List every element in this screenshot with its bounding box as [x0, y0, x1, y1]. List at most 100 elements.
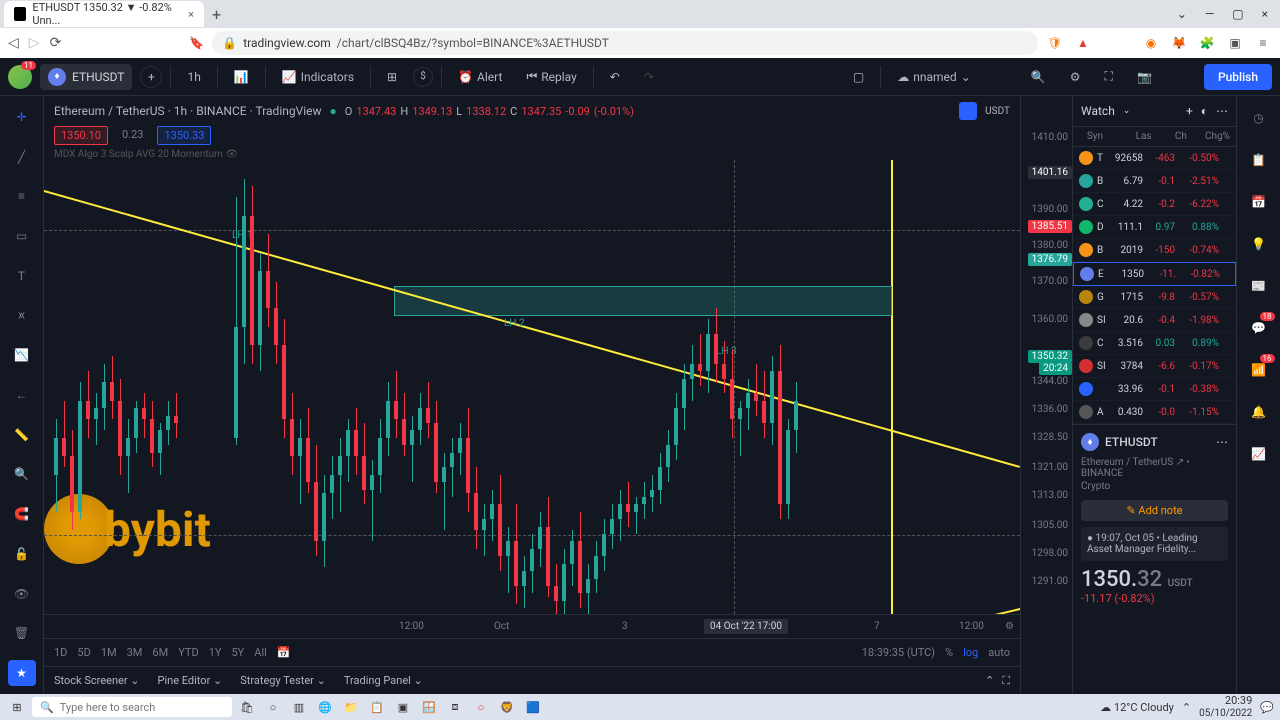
axis-settings-icon[interactable]: ⚙ — [1005, 621, 1014, 632]
watchlist-row[interactable]: B 2019 -150 -0.74% — [1073, 239, 1236, 262]
notification-icon[interactable]: 💬 — [1260, 701, 1274, 714]
watchlist-row[interactable]: G 1715 -9.8 -0.57% — [1073, 286, 1236, 309]
right-strip-icon[interactable]: 🔔 — [1245, 398, 1273, 426]
timeframe-3m[interactable]: 3M — [127, 646, 143, 659]
watchlist-row[interactable]: C 3.516 0.03 0.89% — [1073, 332, 1236, 355]
close-window-icon[interactable]: × — [1262, 7, 1268, 21]
new-tab-button[interactable]: + — [204, 5, 229, 24]
snapshot-button[interactable]: 📷 — [1129, 66, 1160, 88]
pct-toggle[interactable]: % — [945, 646, 953, 659]
fullscreen-button[interactable]: ⛶ — [1097, 65, 1121, 88]
detail-more-icon[interactable]: ⋯ — [1216, 435, 1228, 449]
add-symbol-icon[interactable]: + — [1186, 104, 1193, 118]
timeframe-6m[interactable]: 6M — [152, 646, 168, 659]
ruler-tool-icon[interactable]: 📏 — [8, 422, 36, 448]
right-strip-icon[interactable]: 📶16 — [1245, 356, 1273, 384]
bookmark-icon[interactable]: 🔖 — [189, 36, 204, 50]
timeframe-5d[interactable]: 5D — [77, 646, 90, 659]
price-axis[interactable]: 1410.001401.161390.001385.511380.001376.… — [1020, 96, 1072, 694]
trendline-tool-icon[interactable]: ╱ — [8, 144, 36, 170]
taskbar-search[interactable]: 🔍 Type here to search — [32, 697, 232, 717]
right-strip-icon[interactable]: ◷ — [1245, 104, 1273, 132]
add-symbol-button[interactable]: + — [140, 66, 162, 88]
settings-button[interactable]: ⚙ — [1062, 66, 1089, 88]
watchlist-row[interactable]: SI 20.6 -0.4 -1.98% — [1073, 309, 1236, 332]
news-item[interactable]: ● 19:07, Oct 05 • Leading Asset Manager … — [1081, 527, 1228, 561]
brave-icon[interactable]: 🦁 — [496, 696, 518, 718]
currency-label[interactable]: USDT — [985, 106, 1010, 117]
forward-button[interactable]: ▷ — [29, 35, 40, 51]
redo-button[interactable]: ↷ — [636, 66, 662, 88]
forecast-tool-icon[interactable]: 📉 — [8, 342, 36, 368]
maximize-icon[interactable]: ▢ — [1232, 7, 1243, 21]
weather-widget[interactable]: ☁ 12°C Cloudy — [1100, 701, 1174, 714]
tray-chevron-icon[interactable]: ⌃ — [1182, 701, 1191, 714]
shape-tool-icon[interactable]: ▭ — [8, 223, 36, 249]
dropbox-icon[interactable]: ⧈ — [444, 696, 466, 718]
text-tool-icon[interactable]: T — [8, 263, 36, 289]
replay-button[interactable]: ⏮ Replay — [518, 65, 584, 88]
taskbar-app-icon[interactable]: 🪟 — [418, 696, 440, 718]
zoom-tool-icon[interactable]: 🔍 — [8, 462, 36, 488]
log-toggle[interactable]: log — [963, 646, 978, 659]
edge-icon[interactable]: 🌐 — [314, 696, 336, 718]
triangle-icon[interactable]: ▲ — [1074, 34, 1092, 52]
taskbar-app-icon[interactable]: 🛍 — [236, 696, 258, 718]
time-axis[interactable]: ⚙ 12:00Oct304 Oct '22 17:00712:00 — [44, 614, 1020, 638]
watchlist-row[interactable]: B 6.79 -0.1 -2.51% — [1073, 170, 1236, 193]
right-strip-icon[interactable]: 📅 — [1245, 188, 1273, 216]
explorer-icon[interactable]: 📁 — [340, 696, 362, 718]
magnet-tool-icon[interactable]: 🧲 — [8, 501, 36, 527]
fib-tool-icon[interactable]: ≡ — [8, 183, 36, 209]
bottom-tab[interactable]: Trading Panel ⌄ — [344, 674, 423, 687]
clock-time[interactable]: 20:39 — [1199, 695, 1252, 707]
add-note-button[interactable]: ✎ Add note — [1081, 500, 1228, 521]
lock-tool-icon[interactable]: 🔓 — [8, 541, 36, 567]
tabs-icon[interactable]: ▣ — [1226, 34, 1244, 52]
trash-tool-icon[interactable]: 🗑 — [8, 621, 36, 647]
goto-date-icon[interactable]: 📅 — [277, 646, 291, 659]
minimize-icon[interactable]: — — [1205, 7, 1214, 21]
panel-expand-icon[interactable]: ⛶ — [1002, 674, 1010, 688]
timeframe-1y[interactable]: 1Y — [209, 646, 222, 659]
timeframe-ytd[interactable]: YTD — [178, 646, 198, 659]
watchlist-row[interactable]: D 111.1 0.97 0.88% — [1073, 216, 1236, 239]
watchlist-row[interactable]: T 92658 -463 -0.50% — [1073, 147, 1236, 170]
timeframe-5y[interactable]: 5Y — [231, 646, 244, 659]
search-button[interactable]: 🔍 — [1023, 66, 1054, 88]
right-strip-icon[interactable]: 💡 — [1245, 230, 1273, 258]
taskbar-app-icon[interactable]: 🟦 — [522, 696, 544, 718]
puzzle-icon[interactable]: 🧩 — [1198, 34, 1216, 52]
panel-collapse-icon[interactable]: ⌃ — [985, 674, 994, 688]
bottom-tab[interactable]: Pine Editor ⌄ — [158, 674, 223, 687]
layout-button[interactable]: ▢ — [845, 66, 872, 88]
opera-icon[interactable]: ○ — [470, 696, 492, 718]
undo-button[interactable]: ↶ — [602, 66, 628, 88]
right-strip-icon[interactable]: 📰 — [1245, 272, 1273, 300]
templates-button[interactable]: ⊞ — [379, 66, 405, 88]
url-input[interactable]: 🔒 tradingview.com/chart/clBSQ4Bz/?symbol… — [212, 31, 1038, 55]
watchlist-more-icon[interactable]: ⋯ — [1216, 104, 1228, 118]
star-tool-icon[interactable]: ★ — [8, 660, 36, 686]
pattern-tool-icon[interactable]: ⩙ — [8, 303, 36, 329]
cursor-tool-icon[interactable]: ✛ — [8, 104, 36, 130]
candle-type-button[interactable]: 📊 — [226, 66, 257, 88]
browser-tab[interactable]: ETHUSDT 1350.32 ▼ -0.82% Unn... × — [4, 1, 204, 27]
right-strip-icon[interactable]: 📈 — [1245, 440, 1273, 468]
ext-icon[interactable] — [1102, 34, 1132, 52]
cortana-icon[interactable]: ○ — [262, 696, 284, 718]
publish-button[interactable]: Publish — [1204, 64, 1272, 90]
dollar-button[interactable]: $ — [413, 67, 433, 87]
right-strip-icon[interactable]: 💬18 — [1245, 314, 1273, 342]
ext-icon[interactable]: ◉ — [1142, 34, 1160, 52]
avatar[interactable]: 11 — [8, 65, 32, 89]
eye-tool-icon[interactable]: 👁 — [8, 581, 36, 607]
timeframe-1d[interactable]: 1D — [54, 646, 67, 659]
alert-button[interactable]: ⏰ Alert — [450, 66, 510, 88]
layout-name-button[interactable]: ☁ nnamed ⌄ — [889, 66, 979, 88]
close-icon[interactable]: × — [188, 8, 194, 21]
auto-toggle[interactable]: auto — [988, 646, 1010, 659]
indicators-button[interactable]: 📈 Indicators — [274, 66, 362, 88]
watchlist-row[interactable]: A 0.430 -0.0 -1.15% — [1073, 401, 1236, 424]
interval-button[interactable]: 1h — [179, 66, 208, 88]
